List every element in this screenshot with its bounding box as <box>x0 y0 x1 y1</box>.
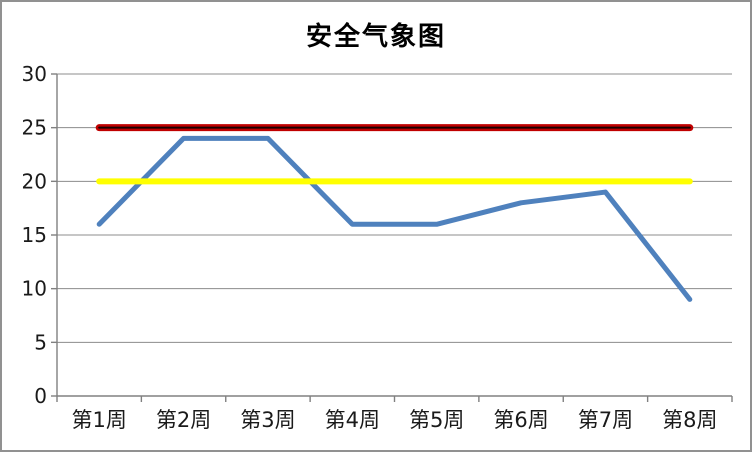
y-tick-label: 25 <box>22 116 47 140</box>
x-axis-label: 第7周 <box>578 408 633 432</box>
x-axis-label: 第8周 <box>662 408 717 432</box>
y-tick-label: 0 <box>34 384 47 408</box>
x-axis-label: 第6周 <box>493 408 548 432</box>
x-axis-label: 第2周 <box>156 408 211 432</box>
x-axis-label: 第1周 <box>72 408 127 432</box>
chart-title: 安全气象图 <box>305 22 446 52</box>
y-tick-label: 5 <box>34 330 47 354</box>
x-axis-label: 第4周 <box>325 408 380 432</box>
y-tick-label: 30 <box>22 62 47 86</box>
x-axis-label: 第5周 <box>409 408 464 432</box>
x-axis-label: 第3周 <box>240 408 295 432</box>
y-tick-label: 15 <box>22 223 47 247</box>
y-tick-label: 10 <box>22 277 47 301</box>
y-tick-label: 20 <box>22 169 47 193</box>
weekly-safety-line <box>96 135 693 302</box>
